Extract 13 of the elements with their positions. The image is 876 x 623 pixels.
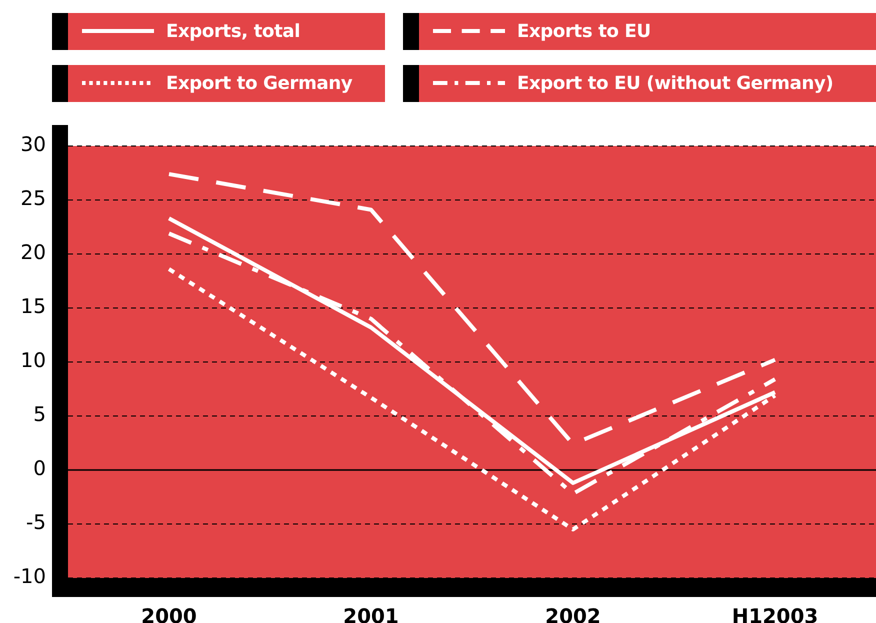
y-tick-label: 5: [33, 402, 46, 426]
y-tick-label: 0: [33, 456, 46, 480]
y-tick-label: 30: [20, 132, 46, 156]
y-tick-label: -5: [26, 510, 46, 534]
y-tick-label: 10: [20, 348, 46, 372]
legend-label: Export to Germany: [166, 73, 352, 94]
y-tick-label: 20: [20, 240, 46, 264]
legend-label: Export to EU (without Germany): [517, 73, 834, 94]
legend-label: Exports to EU: [517, 21, 651, 42]
y-tick-label: 25: [20, 186, 46, 210]
y-tick-label: -10: [13, 564, 46, 588]
legend-label: Exports, total: [166, 21, 300, 42]
y-tick-label: 15: [20, 294, 46, 318]
